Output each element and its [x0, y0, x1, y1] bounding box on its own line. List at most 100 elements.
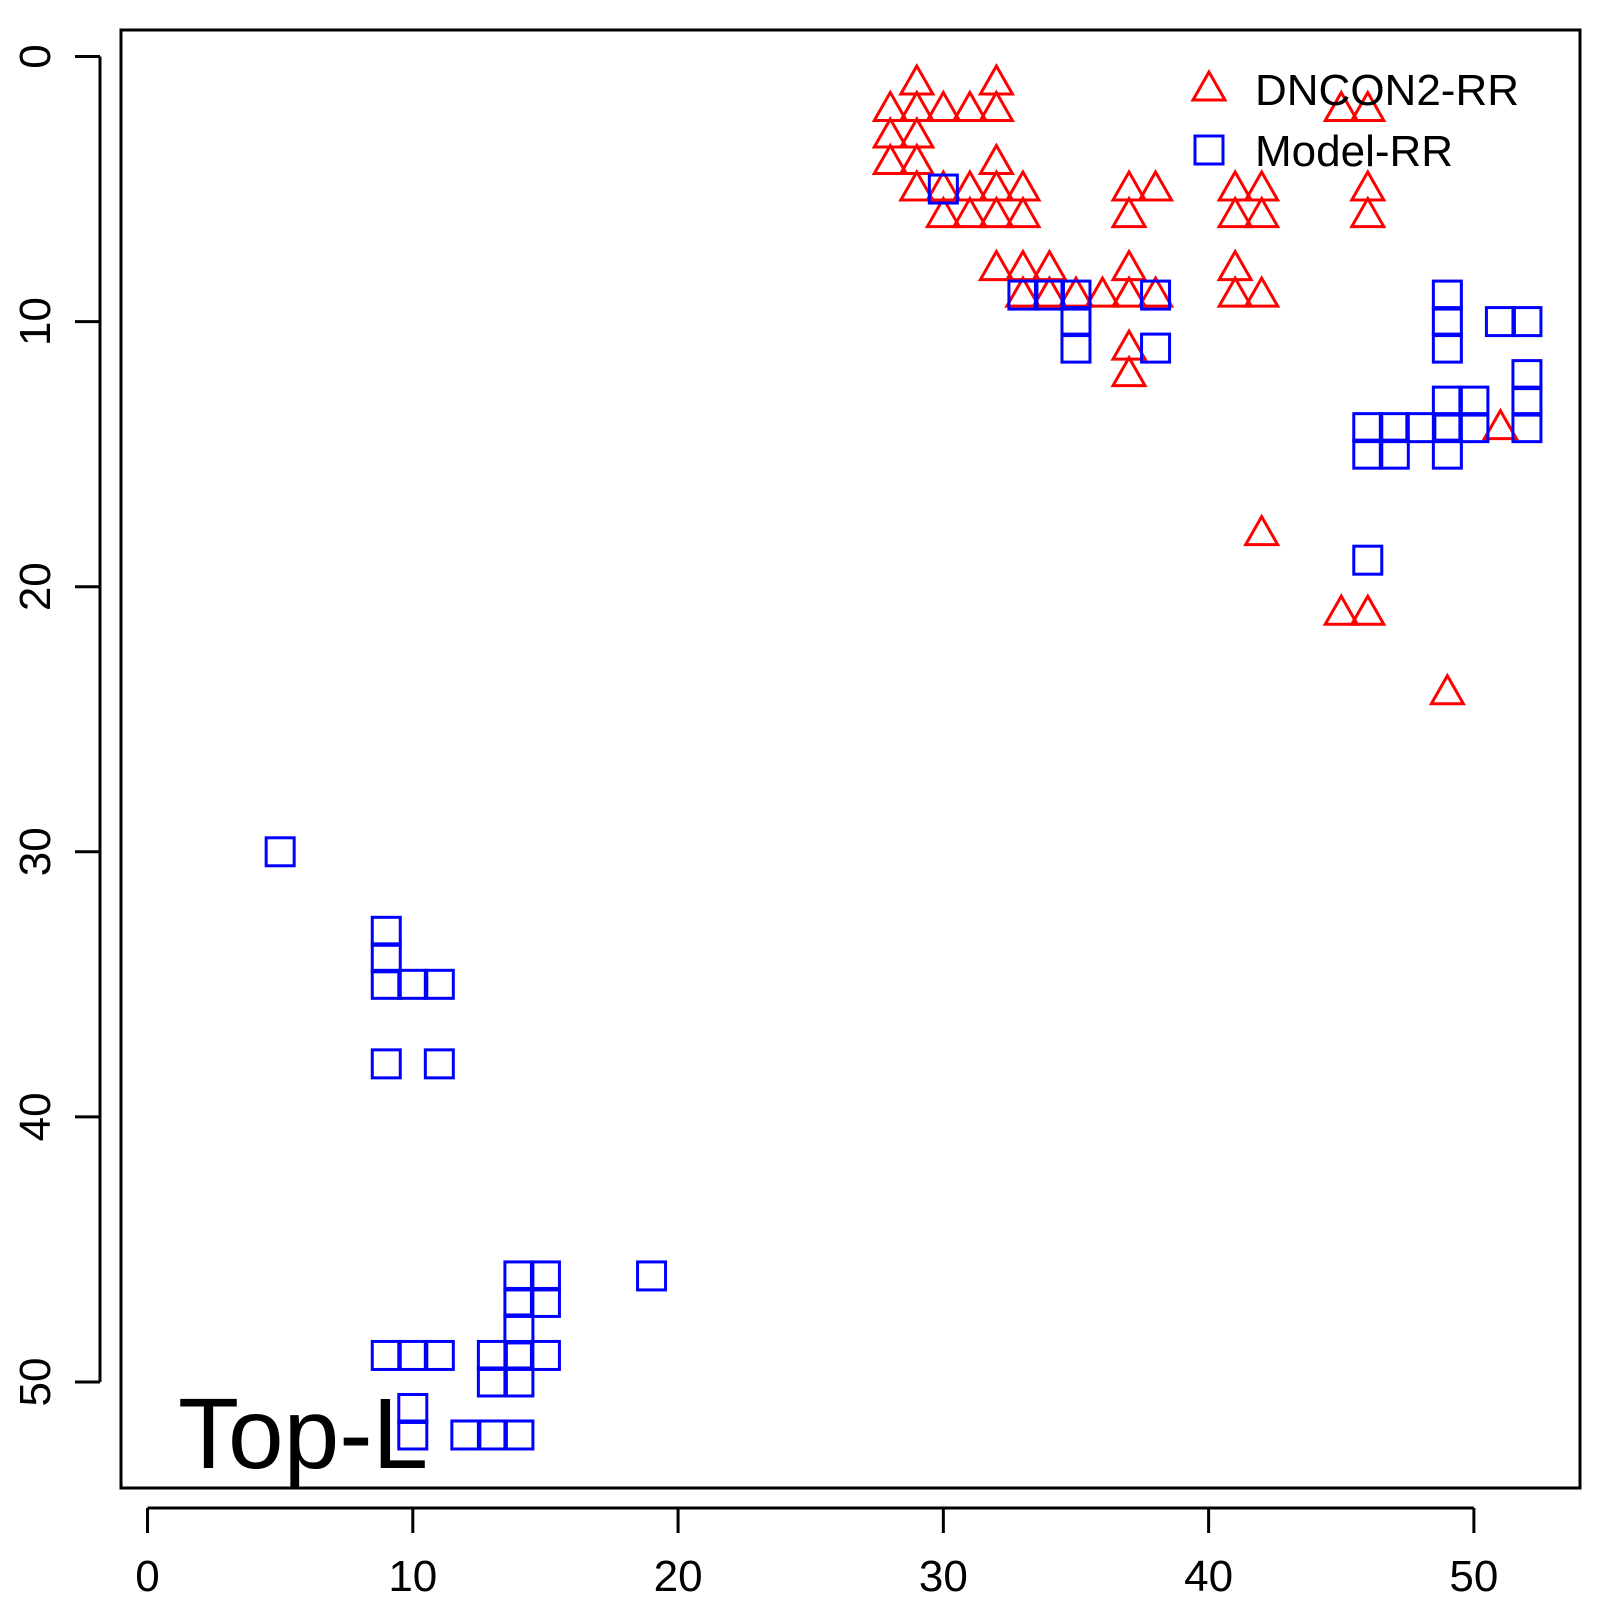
legend: DNCON2-RR Model-RR — [1190, 66, 1519, 176]
point-1-27 — [927, 173, 959, 205]
y-axis: 0 10 20 30 40 50 — [11, 44, 102, 1406]
point-1-42 — [1431, 306, 1463, 338]
point-0-33 — [1110, 354, 1148, 388]
point-1-13 — [450, 1419, 482, 1451]
point-1-18 — [503, 1286, 535, 1318]
point-1-7 — [397, 1339, 429, 1371]
point-1-44 — [1431, 385, 1463, 417]
point-1-43 — [1431, 332, 1463, 364]
point-1-2 — [370, 942, 402, 974]
plot-annotation: Top-L — [178, 1378, 428, 1490]
point-0-23 — [1004, 275, 1042, 308]
point-0-15 — [977, 89, 1015, 123]
point-1-34 — [1140, 332, 1172, 364]
point-0-45 — [1322, 593, 1360, 626]
point-1-23 — [529, 1260, 561, 1292]
point-1-19 — [503, 1313, 535, 1345]
point-0-48 — [1349, 195, 1387, 229]
point-0-51 — [1481, 407, 1520, 441]
point-1-5 — [370, 1339, 402, 1371]
legend-marker-1 — [1193, 134, 1225, 166]
point-0-34 — [1136, 169, 1175, 202]
point-0-26 — [1057, 275, 1095, 308]
point-1-15 — [476, 1366, 508, 1398]
point-1-25 — [529, 1339, 561, 1371]
data-markers — [264, 62, 1543, 1451]
x-axis: 0 10 20 30 40 50 — [135, 1506, 1498, 1600]
point-1-14 — [476, 1339, 508, 1371]
y-tick-label-0: 0 — [11, 44, 60, 68]
point-1-41 — [1431, 279, 1463, 311]
series-0 — [871, 62, 1520, 706]
point-0-31 — [1110, 275, 1148, 308]
point-0-2 — [871, 142, 909, 176]
legend-label-0: DNCON2-RR — [1255, 66, 1519, 115]
point-0-44 — [1322, 89, 1360, 123]
point-1-33 — [1140, 279, 1172, 311]
point-0-41 — [1243, 195, 1281, 229]
point-1-50 — [1511, 306, 1543, 338]
point-0-25 — [1030, 275, 1069, 308]
x-tick-label-10: 10 — [388, 1552, 437, 1600]
plot-frame — [119, 28, 1582, 1490]
point-1-12 — [423, 1339, 455, 1371]
point-1-36 — [1352, 438, 1384, 470]
point-1-24 — [529, 1286, 561, 1318]
point-1-9 — [397, 1419, 429, 1451]
point-1-4 — [370, 1048, 402, 1080]
point-0-13 — [951, 195, 989, 229]
x-tick-label-50: 50 — [1449, 1552, 1498, 1600]
point-1-32 — [1060, 332, 1092, 364]
point-0-43 — [1243, 513, 1281, 547]
point-1-37 — [1352, 544, 1384, 576]
x-tick-label-30: 30 — [919, 1552, 968, 1600]
point-0-7 — [898, 169, 936, 202]
point-1-39 — [1378, 438, 1410, 470]
point-1-21 — [503, 1366, 535, 1398]
point-0-49 — [1349, 593, 1387, 626]
point-1-22 — [503, 1419, 535, 1451]
point-1-6 — [397, 968, 429, 1000]
point-0-21 — [1004, 195, 1042, 229]
point-1-40 — [1405, 412, 1437, 444]
point-1-0 — [264, 836, 296, 868]
point-1-51 — [1511, 359, 1543, 391]
point-1-11 — [423, 1048, 455, 1080]
y-tick-label-10: 10 — [11, 297, 60, 346]
point-1-48 — [1458, 412, 1490, 444]
point-0-10 — [924, 195, 962, 229]
point-0-50 — [1428, 672, 1466, 706]
y-tick-label-50: 50 — [11, 1357, 60, 1406]
y-tick-label-40: 40 — [11, 1092, 60, 1141]
point-1-53 — [1511, 412, 1543, 444]
point-0-46 — [1349, 89, 1387, 123]
point-1-1 — [370, 915, 402, 947]
point-1-35 — [1352, 412, 1384, 444]
point-1-26 — [636, 1260, 668, 1292]
point-1-49 — [1484, 306, 1516, 338]
point-1-3 — [370, 968, 402, 1000]
point-0-8 — [924, 89, 962, 123]
point-1-45 — [1431, 412, 1463, 444]
point-0-29 — [1110, 195, 1148, 229]
series-1 — [264, 173, 1543, 1451]
point-0-39 — [1216, 275, 1254, 308]
x-tick-label-20: 20 — [654, 1552, 703, 1600]
point-1-46 — [1431, 438, 1463, 470]
point-1-31 — [1060, 306, 1092, 338]
point-1-47 — [1458, 385, 1490, 417]
x-tick-label-0: 0 — [135, 1552, 159, 1600]
point-0-27 — [1083, 275, 1122, 308]
point-1-16 — [476, 1419, 508, 1451]
point-0-37 — [1216, 195, 1254, 229]
point-0-18 — [977, 195, 1015, 229]
point-1-20 — [503, 1339, 535, 1371]
point-1-10 — [423, 968, 455, 1000]
y-tick-label-30: 30 — [11, 827, 60, 876]
point-0-11 — [951, 89, 989, 123]
legend-label-1: Model-RR — [1255, 127, 1453, 176]
y-tick-label-20: 20 — [11, 562, 60, 611]
point-0-19 — [977, 248, 1015, 282]
point-1-38 — [1378, 412, 1410, 444]
